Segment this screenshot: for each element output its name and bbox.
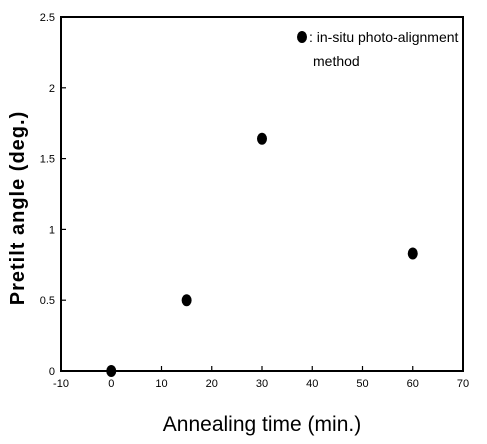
plot-frame: [60, 16, 464, 372]
x-axis-title: Annealing time (min.): [163, 413, 361, 436]
y-axis-title: Pretilt angle (deg.): [7, 111, 29, 305]
y-tick-label: 2.5: [40, 12, 55, 24]
y-tick-label: 0.5: [40, 295, 55, 307]
data-point: [181, 294, 192, 307]
x-tick-label: 70: [457, 378, 469, 390]
y-tick-label: 1.5: [40, 154, 55, 166]
y-tick-label: 0: [49, 366, 55, 378]
tick-layer: [60, 16, 464, 372]
legend-label-line-1: : in-situ photo-alignment: [309, 29, 459, 45]
y-tick-label: 1: [49, 224, 55, 236]
x-tick-label: 30: [256, 378, 268, 390]
x-tick-label: 20: [206, 378, 218, 390]
x-tick-label: 40: [306, 378, 318, 390]
legend: : in-situ photo-alignment method: [297, 29, 459, 69]
x-tick-label: 0: [108, 378, 114, 390]
data-point: [407, 247, 418, 260]
legend-label-line-2: method: [313, 53, 360, 69]
data-point: [257, 132, 267, 145]
x-tick-label: 50: [356, 378, 368, 390]
x-tick-label: 10: [155, 378, 167, 390]
x-tick-label: 60: [407, 378, 419, 390]
legend-marker: [297, 31, 307, 43]
x-tick-label: -10: [53, 378, 69, 390]
data-points-layer: [106, 132, 418, 377]
y-tick-label: 2: [49, 83, 55, 95]
